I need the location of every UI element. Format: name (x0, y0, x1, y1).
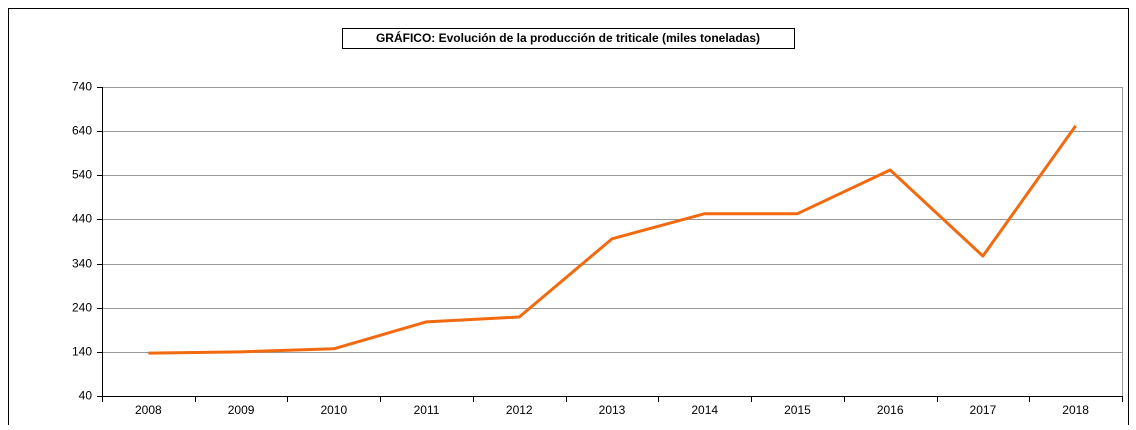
y-tick-label: 740 (72, 80, 92, 94)
line (148, 124, 1077, 355)
x-tick-label: 2016 (877, 403, 904, 417)
y-tick-label: 540 (72, 168, 92, 182)
chart-title: GRÁFICO: Evolución de la producción de t… (376, 30, 760, 45)
x-tick-label: 2012 (506, 403, 533, 417)
x-tick-label: 2015 (784, 403, 811, 417)
x-tick-label: 2010 (320, 403, 347, 417)
x-tick-label: 2011 (414, 403, 440, 417)
x-tick-label: 2018 (1062, 403, 1089, 417)
y-tick-label: 240 (72, 301, 92, 315)
y-tick-label: 40 (79, 389, 93, 403)
y-tick-label: 440 (72, 212, 92, 226)
x-tick-label: 2013 (599, 403, 626, 417)
y-tick-label: 140 (72, 345, 92, 359)
x-tick-label: 2014 (691, 403, 718, 417)
title-box (342, 28, 795, 49)
x-tick-label: 2017 (970, 403, 997, 417)
x-tick-label: 2008 (135, 403, 162, 417)
x-tick-label: 2009 (228, 403, 255, 417)
y-tick-label: 640 (72, 124, 92, 138)
y-tick-label: 340 (72, 257, 92, 271)
